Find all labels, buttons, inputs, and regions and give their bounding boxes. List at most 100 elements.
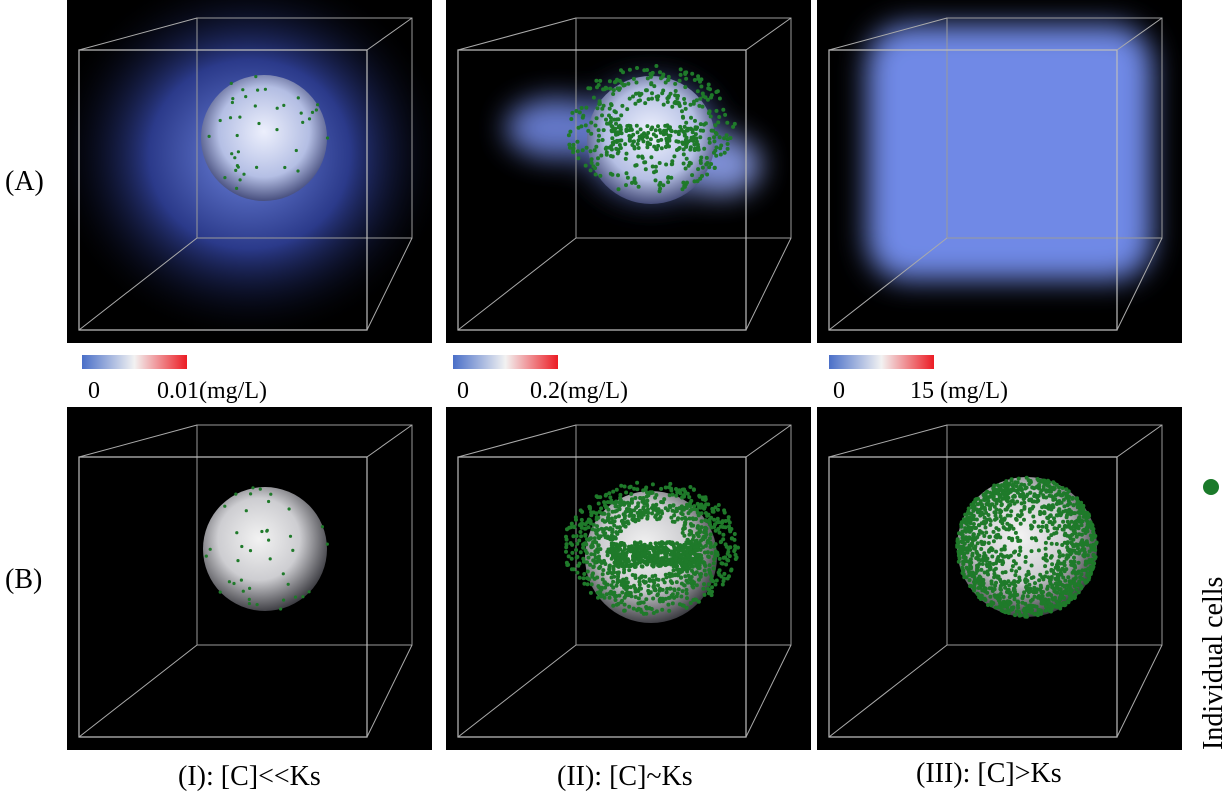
cell [967,570,971,574]
cell [689,145,693,149]
cell [612,524,616,528]
cell [1050,542,1054,546]
cell [727,524,731,528]
cell [592,96,596,100]
cell [972,526,976,530]
cell [647,584,651,588]
cell [1067,585,1071,589]
cell [1015,536,1019,540]
cell [626,176,630,180]
cell [669,489,673,493]
cell [656,98,660,102]
cell [275,128,278,131]
cell [608,564,612,568]
cell [1055,542,1059,546]
cell [574,548,578,552]
cell [588,507,592,511]
panel [446,0,811,343]
cell [689,499,693,503]
cell [659,542,663,546]
cell [674,89,678,93]
cell [978,576,982,580]
cell [679,67,683,71]
cell [965,566,969,570]
cell [658,189,662,193]
cell [626,585,630,589]
cell [658,70,662,74]
cell [618,86,622,90]
cell [625,107,629,111]
cell [633,164,637,168]
cell [1040,480,1044,484]
cell [1045,526,1049,530]
cell [633,102,637,106]
cell [649,554,653,558]
cell [269,493,272,496]
cell [1024,555,1028,559]
cell [1015,500,1019,504]
cell [651,597,655,601]
cell [644,605,648,609]
cell [1020,501,1024,505]
cell [1072,530,1076,534]
cell [650,511,654,515]
cell [717,520,721,524]
cell [627,504,631,508]
cell [607,491,611,495]
cell [632,546,636,550]
cell [649,137,653,141]
cell [678,146,682,150]
panel [67,407,432,750]
cell [611,544,615,548]
cell [682,534,686,538]
cell [671,520,675,524]
cell [611,580,615,584]
cell [979,594,983,598]
cell [671,493,675,497]
cell [711,129,715,133]
cell [963,526,967,530]
cell [597,134,601,138]
cell [627,522,631,526]
cell [632,77,636,81]
cell [269,557,272,560]
cell [1000,582,1004,586]
cell [708,523,712,527]
cell [570,557,574,561]
cell [592,565,596,569]
cell [586,570,590,574]
cell [1017,553,1021,557]
cell [701,105,705,109]
cell [684,560,688,564]
cell [997,605,1001,609]
cell [1077,515,1081,519]
cell [585,146,589,150]
cell [1058,555,1062,559]
cell [662,103,666,107]
cell [311,111,314,114]
cell [259,488,262,491]
cell [1008,482,1012,486]
cell [994,514,998,518]
cell [702,582,706,586]
cell [1048,514,1052,518]
cell [677,587,681,591]
cell [687,533,691,537]
cell [260,530,263,533]
cell [1046,529,1050,533]
cell [582,572,586,576]
cell [721,533,725,537]
cell [236,559,239,562]
cell [1073,566,1077,570]
cell [287,583,290,586]
cell [672,587,676,591]
cell [988,523,992,527]
cell [636,130,640,134]
cell [1026,594,1030,598]
cell [624,577,628,581]
cell [697,600,701,604]
cell [598,547,602,551]
cell [727,574,731,578]
cell [692,100,696,104]
cell [646,561,650,565]
